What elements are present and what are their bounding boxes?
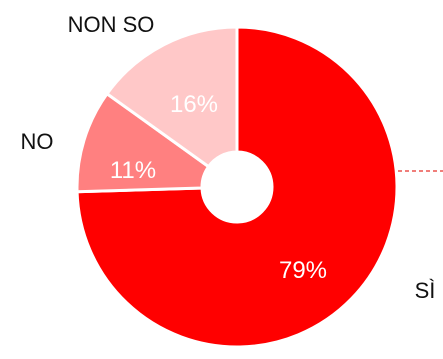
category-label-non-so: NON SO bbox=[68, 12, 155, 37]
slices-group bbox=[75, 25, 399, 349]
slice-value-label-no: 11% bbox=[110, 157, 156, 184]
category-label-no: NO bbox=[21, 129, 54, 154]
slice-non-so bbox=[104, 25, 239, 169]
slice-si bbox=[75, 25, 399, 349]
slice-no bbox=[75, 91, 211, 194]
slice-value-label-si: 79% bbox=[279, 257, 327, 284]
category-label-si: SÌ bbox=[415, 278, 436, 303]
slice-value-label-non-so: 16% bbox=[170, 91, 218, 118]
